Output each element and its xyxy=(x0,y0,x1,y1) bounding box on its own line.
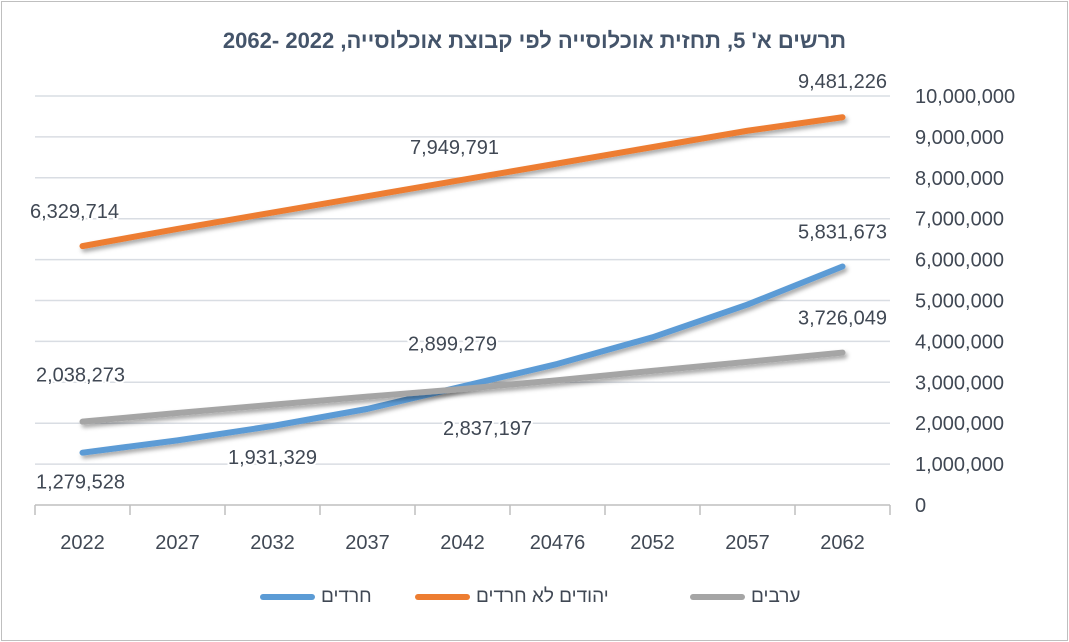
legend-item-arabs: ערבים xyxy=(690,586,800,608)
x-tick-label: 2052 xyxy=(630,532,675,554)
data-label: 5,831,673 xyxy=(798,221,887,243)
data-label: 1,279,528 xyxy=(36,472,125,494)
y-tick-label: 10,000,000 xyxy=(915,86,1015,108)
y-tick-label: 7,000,000 xyxy=(915,209,1004,231)
y-tick-label: 9,000,000 xyxy=(915,127,1004,149)
data-label: 2,837,197 xyxy=(443,418,532,440)
y-tick-label: 2,000,000 xyxy=(915,413,1004,435)
x-tick-label: 2042 xyxy=(440,532,485,554)
x-tick-label: 2057 xyxy=(725,532,770,554)
x-tick-label: 20476 xyxy=(530,532,586,554)
legend-item-non-haredi-jews: יהודים לא חרדים xyxy=(415,586,609,608)
y-tick-label: 4,000,000 xyxy=(915,331,1004,353)
x-tick-label: 2022 xyxy=(60,532,105,554)
legend-item-haredim: חרדים xyxy=(260,586,372,608)
y-tick-label: 8,000,000 xyxy=(915,168,1004,190)
legend-label: חרדים xyxy=(321,586,372,607)
legend-swatch xyxy=(260,594,315,600)
data-label: 7,949,791 xyxy=(410,137,499,159)
x-tick-label: 2027 xyxy=(155,532,200,554)
y-tick-label: 1,000,000 xyxy=(915,454,1004,476)
x-tick-label: 2037 xyxy=(345,532,390,554)
series-line-2 xyxy=(79,349,846,425)
data-label: 2,038,273 xyxy=(36,365,125,387)
data-label: 9,481,226 xyxy=(798,71,887,93)
y-tick-label: 6,000,000 xyxy=(915,250,1004,272)
y-tick-label: 0 xyxy=(915,495,926,517)
legend-label: יהודים לא חרדים xyxy=(476,586,609,607)
data-label: 3,726,049 xyxy=(798,308,887,330)
series-line-1 xyxy=(79,114,846,250)
legend-swatch xyxy=(415,594,470,600)
y-tick-label: 5,000,000 xyxy=(915,291,1004,313)
legend-label: ערבים xyxy=(751,586,801,607)
data-label: 2,899,279 xyxy=(408,333,497,355)
x-tick-label: 2062 xyxy=(820,532,865,554)
legend-swatch xyxy=(690,594,745,600)
x-tick-label: 2032 xyxy=(250,532,295,554)
data-label: 6,329,714 xyxy=(30,201,119,223)
data-label: 1,931,329 xyxy=(228,447,317,469)
legend: חרדים יהודים לא חרדים ערבים xyxy=(0,586,1069,612)
chart-title: תרשים א' 5, תחזית אוכלוסייה לפי קבוצת או… xyxy=(222,28,847,53)
y-tick-label: 3,000,000 xyxy=(915,372,1004,394)
